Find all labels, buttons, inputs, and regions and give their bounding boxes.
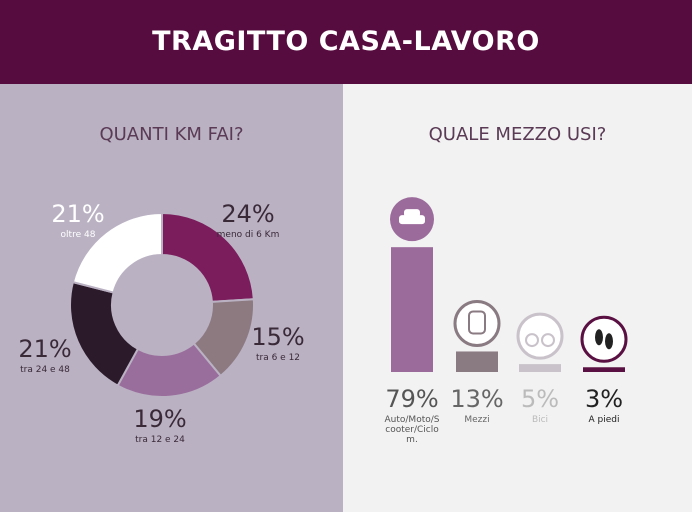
category-label: Auto/Moto/Scooter/Ciclom.	[384, 415, 440, 445]
icon-wheel	[525, 333, 539, 348]
icon	[580, 315, 628, 363]
header-bar	[0, 0, 692, 84]
value-label: 15%	[251, 323, 305, 351]
icon	[390, 197, 434, 242]
bar	[519, 364, 561, 372]
category-label: tra 24 e 48	[20, 365, 70, 375]
value-label: 5%	[520, 385, 560, 413]
donut-segment	[161, 211, 255, 303]
value-label: 21%	[51, 200, 105, 228]
chart-title: QUANTI KM FAI?	[99, 124, 244, 145]
category-label: meno di 6 Km	[216, 230, 280, 240]
category-label: A piedi	[588, 415, 620, 425]
value-label: 24%	[221, 200, 275, 228]
category-label: Mezzi	[464, 415, 490, 425]
value-label: 19%	[133, 405, 187, 433]
category-label: tra 12 e 24	[135, 435, 185, 445]
bar	[391, 247, 433, 372]
icon-tram	[468, 310, 486, 335]
icon	[453, 299, 501, 347]
icon-foot	[605, 333, 613, 350]
chart-title: QUALE MEZZO USI?	[428, 124, 607, 145]
category-label: tra 6 e 12	[255, 353, 301, 363]
donut-segment	[71, 211, 163, 294]
icon-circle	[453, 299, 501, 347]
value-label: 79%	[385, 385, 439, 413]
value-label: 21%	[18, 335, 72, 363]
icon-car	[399, 215, 425, 225]
icon-foot	[595, 329, 603, 346]
icon-wheel	[541, 333, 555, 348]
bar	[583, 367, 625, 372]
bar	[456, 351, 498, 372]
left-panel	[0, 84, 343, 512]
icon-circle	[580, 315, 628, 363]
value-label: 3%	[584, 385, 624, 413]
category-label: oltre 48	[60, 230, 96, 240]
value-label: 13%	[450, 385, 504, 413]
page-title: TRAGITTO CASA-LAVORO	[152, 26, 540, 57]
icon-car	[404, 209, 420, 218]
icon	[516, 312, 564, 360]
category-label: Bici	[531, 415, 549, 425]
icon-circle	[516, 312, 564, 360]
